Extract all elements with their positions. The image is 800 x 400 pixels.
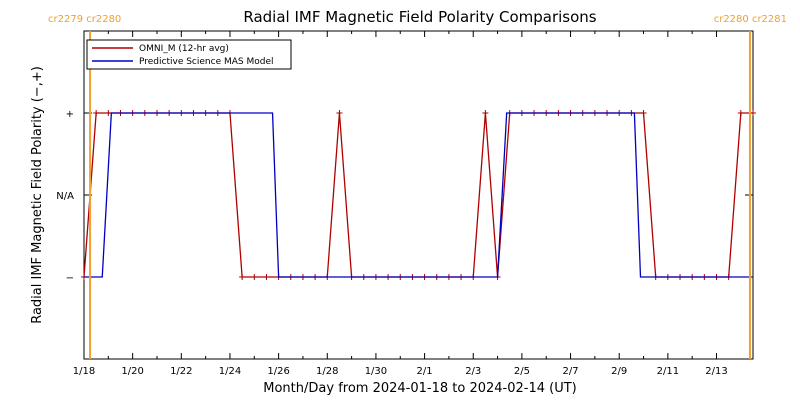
x-tick-label: 2/9 [611, 366, 627, 377]
x-tick-label: 1/20 [121, 366, 143, 377]
data-point [750, 110, 756, 116]
carrington-rotation-right-label: cr2280 cr2281 [714, 14, 787, 25]
x-tick-label: 1/22 [170, 366, 192, 377]
legend-box [86, 39, 292, 70]
x-tick-label: 2/11 [657, 366, 679, 377]
legend-label-mas-model: Predictive Science MAS Model [139, 57, 274, 67]
series-line-omni [83, 112, 753, 278]
x-tick-label: 2/3 [465, 366, 481, 377]
x-tick-label: 2/1 [417, 366, 433, 377]
y-axis-label: Radial IMF Magnetic Field Polarity (−,+) [30, 66, 45, 324]
data-point [640, 110, 647, 116]
x-tick-label: 2/13 [705, 366, 727, 377]
x-tick-label: 1/28 [316, 366, 338, 377]
axis-ticks: 1/18 1/20 1/22 1/24 1/26 1/28 1/30 2/1 2/3 2/5 2/7… [56, 31, 753, 377]
data-point [93, 110, 100, 116]
x-tick-label: 2/5 [514, 366, 530, 377]
legend-label-omni: OMNI_M (12-hr avg) [139, 44, 229, 54]
series-layer [81, 110, 756, 280]
data-point [239, 274, 246, 280]
carrington-markers [89, 31, 751, 359]
data-point [336, 110, 343, 116]
x-tick-label: 1/24 [219, 366, 241, 377]
y-tick-label: N/A [56, 191, 74, 202]
data-point [105, 110, 112, 116]
y-tick-label: − [66, 273, 74, 284]
x-tick-label: 1/26 [267, 366, 289, 377]
data-point [251, 274, 258, 280]
data-point [737, 110, 744, 116]
plot-frame [83, 30, 754, 360]
x-tick-label: 1/30 [365, 366, 387, 377]
chart-title: Radial IMF Magnetic Field Polarity Compa… [243, 8, 596, 26]
carrington-rotation-left-label: cr2279 cr2280 [48, 14, 121, 25]
data-point [482, 110, 489, 116]
legend: OMNI_M (12-hr avg) Predictive Science MA… [86, 39, 292, 70]
series-line-mas-model [84, 112, 750, 278]
y-tick-label: + [66, 109, 74, 120]
x-tick-label: 2/7 [562, 366, 578, 377]
x-axis-label: Month/Day from 2024-01-18 to 2024-02-14 … [263, 381, 576, 396]
x-tick-label: 1/18 [73, 366, 95, 377]
data-point [263, 274, 270, 280]
